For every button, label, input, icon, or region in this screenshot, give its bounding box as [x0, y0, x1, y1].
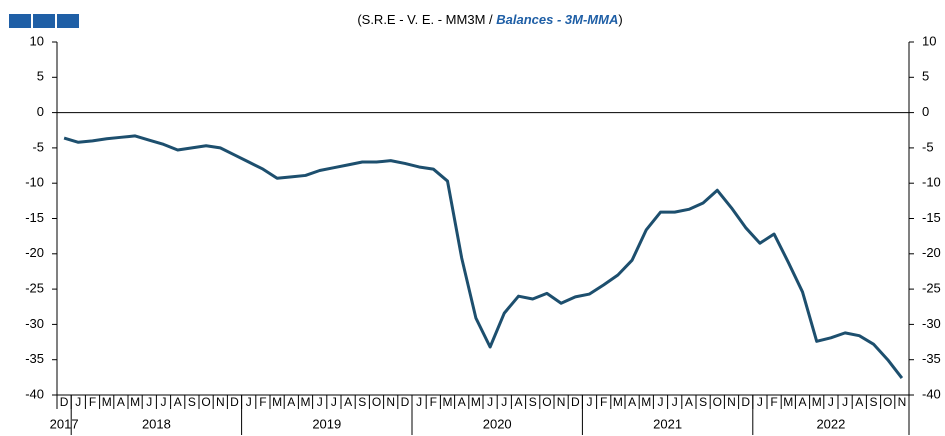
x-tick-label: N	[727, 395, 736, 409]
x-tick-label: D	[741, 395, 750, 409]
y-tick-label: -35	[25, 351, 44, 366]
x-tick-label: J	[75, 395, 81, 409]
x-tick-label: O	[372, 395, 381, 409]
year-label: 2018	[142, 416, 171, 431]
x-tick-label: J	[757, 395, 763, 409]
x-tick-label: M	[812, 395, 822, 409]
x-tick-label: F	[259, 395, 266, 409]
y-tick-label: -20	[25, 245, 44, 260]
y-tick-label-right: -35	[922, 351, 941, 366]
y-tick-label-right: -20	[922, 245, 941, 260]
x-tick-label: D	[401, 395, 410, 409]
x-tick-label: A	[628, 395, 636, 409]
y-tick-label-right: 5	[922, 69, 929, 84]
x-tick-label: F	[89, 395, 96, 409]
x-tick-label: M	[130, 395, 140, 409]
y-tick-label-right: -10	[922, 175, 941, 190]
year-label: 2021	[653, 416, 682, 431]
x-tick-label: J	[658, 395, 664, 409]
x-tick-label: O	[883, 395, 892, 409]
year-label: 2020	[483, 416, 512, 431]
x-tick-label: S	[188, 395, 196, 409]
logo-block	[57, 14, 79, 28]
x-tick-label: J	[672, 395, 678, 409]
x-tick-label: O	[542, 395, 551, 409]
x-tick-label: J	[587, 395, 593, 409]
year-label: 2022	[816, 416, 845, 431]
logo-block	[9, 14, 31, 28]
x-tick-label: D	[571, 395, 580, 409]
x-tick-label: S	[869, 395, 877, 409]
x-tick-label: F	[430, 395, 437, 409]
y-tick-label: -30	[25, 316, 44, 331]
x-tick-label: J	[246, 395, 252, 409]
x-tick-label: J	[828, 395, 834, 409]
x-tick-label: J	[501, 395, 507, 409]
x-tick-label: N	[898, 395, 907, 409]
x-tick-label: J	[416, 395, 422, 409]
x-tick-label: A	[174, 395, 182, 409]
x-tick-label: A	[458, 395, 466, 409]
y-tick-label: 5	[37, 69, 44, 84]
x-tick-label: F	[770, 395, 777, 409]
x-tick-label: S	[699, 395, 707, 409]
x-tick-label: S	[358, 395, 366, 409]
logo-block	[33, 14, 55, 28]
x-tick-label: O	[713, 395, 722, 409]
y-tick-label: -40	[25, 386, 44, 401]
x-tick-label: A	[514, 395, 522, 409]
x-tick-label: A	[685, 395, 693, 409]
y-tick-label: 0	[37, 104, 44, 119]
x-tick-label: D	[230, 395, 239, 409]
y-tick-label-right: -40	[922, 386, 941, 401]
x-tick-label: A	[287, 395, 295, 409]
title-end: )	[618, 12, 622, 27]
x-tick-label: M	[102, 395, 112, 409]
x-tick-label: A	[117, 395, 125, 409]
subtitle: Balances - 3M-MMA	[496, 12, 618, 27]
x-tick-label: S	[529, 395, 537, 409]
y-tick-label-right: -25	[922, 281, 941, 296]
y-tick-label: 10	[30, 33, 44, 48]
x-tick-label: A	[855, 395, 863, 409]
y-tick-label: -25	[25, 281, 44, 296]
x-tick-label: N	[557, 395, 566, 409]
y-tick-label-right: -5	[922, 139, 934, 154]
x-tick-label: J	[331, 395, 337, 409]
x-tick-label: M	[783, 395, 793, 409]
chart-title: (S.R.E - V. E. - MM3M / Balances - 3M-MM…	[357, 12, 622, 27]
x-tick-label: F	[600, 395, 607, 409]
y-tick-label: -10	[25, 175, 44, 190]
y-tick-label: -5	[32, 139, 44, 154]
year-label: 2017	[50, 416, 79, 431]
y-tick-label-right: -15	[922, 210, 941, 225]
x-tick-label: O	[201, 395, 210, 409]
x-tick-label: M	[301, 395, 311, 409]
x-tick-label: J	[842, 395, 848, 409]
x-tick-label: A	[798, 395, 806, 409]
y-tick-label-right: 10	[922, 33, 936, 48]
x-tick-label: M	[443, 395, 453, 409]
x-tick-label: J	[146, 395, 152, 409]
y-tick-label-right: -30	[922, 316, 941, 331]
x-tick-label: N	[386, 395, 395, 409]
x-tick-label: M	[613, 395, 623, 409]
x-tick-label: N	[216, 395, 225, 409]
data-line	[63, 134, 904, 379]
x-tick-label: J	[487, 395, 493, 409]
x-tick-label: J	[317, 395, 323, 409]
x-tick-label: M	[471, 395, 481, 409]
y-tick-label: -15	[25, 210, 44, 225]
title: (S.R.E - V. E. - MM3M /	[357, 12, 496, 27]
x-tick-label: D	[60, 395, 69, 409]
x-tick-label: A	[344, 395, 352, 409]
y-tick-label-right: 0	[922, 104, 929, 119]
x-tick-label: M	[272, 395, 282, 409]
x-tick-label: J	[161, 395, 167, 409]
year-label: 2019	[312, 416, 341, 431]
x-tick-label: M	[641, 395, 651, 409]
